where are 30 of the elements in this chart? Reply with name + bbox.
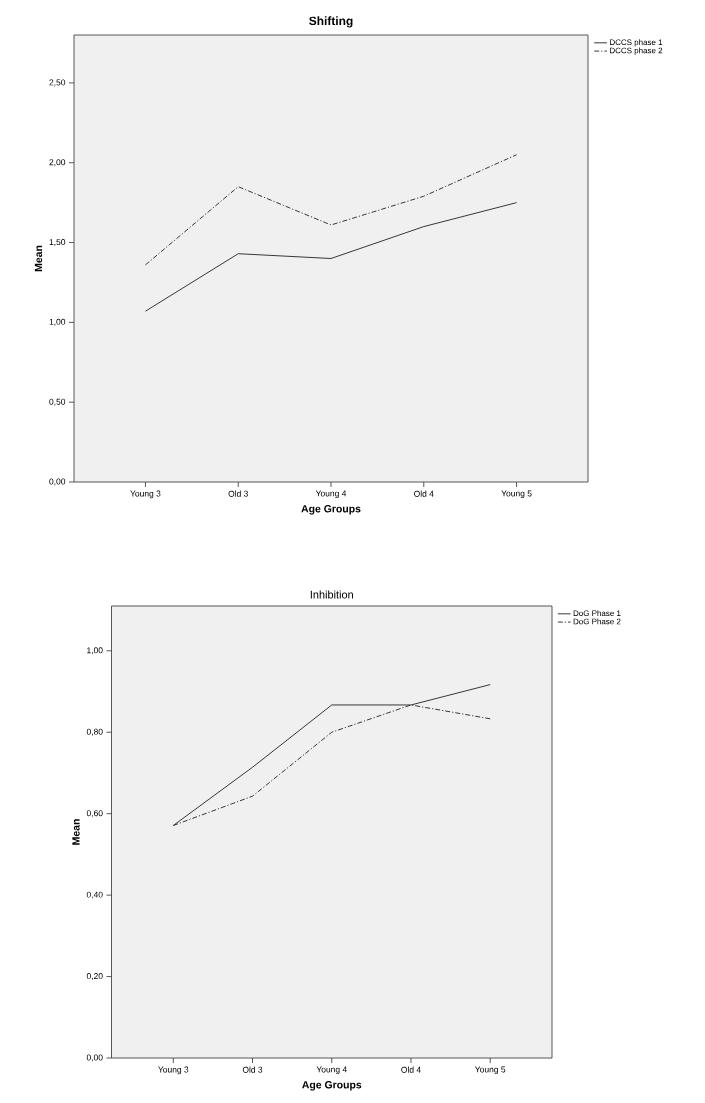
chart-title: Shifting [309, 16, 353, 28]
x-tick-label: Old 4 [401, 1066, 421, 1073]
x-tick-label: Young 3 [130, 490, 161, 499]
x-tick-label: Young 5 [475, 1066, 506, 1075]
x-tick-label: Old 3 [242, 1066, 263, 1073]
x-tick-label: Old 3 [228, 490, 248, 497]
y-tick-label: 0,50 [49, 398, 66, 406]
x-axis-title: Age Groups [302, 1081, 362, 1091]
x-axis-title: Age Groups [301, 505, 361, 515]
x-tick-label: Young 4 [315, 490, 347, 499]
y-tick-label: 0,40 [86, 891, 103, 899]
line-series [144, 202, 518, 312]
line-series [144, 154, 518, 266]
y-axis-title: Mean [34, 245, 43, 272]
x-tick-label: Old 4 [414, 490, 434, 497]
y-tick-label: 0,20 [86, 973, 103, 981]
x-tick-label: Young 4 [316, 1066, 347, 1075]
y-axis-title: Mean [72, 819, 80, 845]
y-tick-label: 0,00 [86, 1054, 103, 1062]
y-tick-label: 0,60 [86, 810, 103, 818]
y-tick-label: 0,80 [86, 728, 103, 736]
y-tick-label: 0,00 [49, 478, 66, 486]
y-tick-label: 1,00 [49, 318, 66, 326]
y-tick-label: 1,00 [87, 647, 103, 655]
y-tick-label: 1,50 [49, 239, 66, 247]
y-tick-label: 2,50 [49, 79, 66, 87]
x-tick-label: Young 5 [501, 490, 532, 499]
y-tick-label: 2,00 [49, 159, 66, 167]
chart-title: Inhibition [310, 590, 353, 599]
x-tick-label: Young 3 [158, 1066, 189, 1075]
